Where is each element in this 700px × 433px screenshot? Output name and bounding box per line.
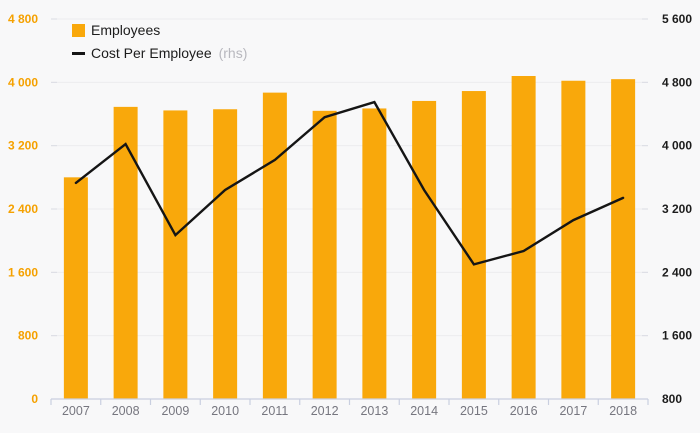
line-swatch-icon (72, 51, 85, 55)
right-axis-tick-label: 800 (662, 392, 682, 406)
x-axis-label-2013: 2013 (360, 404, 388, 418)
right-axis-tick-label: 5 600 (662, 12, 692, 26)
legend-rhs-suffix: (rhs) (218, 45, 248, 61)
employees-bar-2007 (63, 177, 88, 399)
left-axis-tick-label: 4 000 (8, 75, 38, 89)
right-axis-tick-label: 2 400 (662, 265, 692, 279)
x-axis-label-2010: 2010 (211, 404, 239, 418)
x-axis-label-2007: 2007 (62, 404, 90, 418)
left-axis-tick-label: 4 800 (8, 12, 38, 26)
cost-per-employee-line (74, 100, 625, 266)
employees-bar-2012 (312, 110, 337, 399)
employees-bar-2016 (511, 76, 536, 399)
x-axis-label-2009: 2009 (161, 404, 189, 418)
employees-bar-2018 (611, 79, 636, 400)
employees-bar-2017 (561, 80, 586, 399)
employees-bar-2011 (262, 92, 287, 399)
left-axis-tick-label: 2 400 (8, 202, 38, 216)
x-axis-label-2011: 2011 (261, 404, 288, 418)
right-axis-tick-label: 4 800 (662, 75, 692, 89)
right-axis-tick-label: 1 600 (662, 329, 692, 343)
x-axis-label-2017: 2017 (559, 404, 587, 418)
x-axis-label-2016: 2016 (510, 404, 538, 418)
employees-bar-2008 (113, 106, 138, 399)
right-axis-tick-label: 3 200 (662, 202, 692, 216)
x-axis-label-2018: 2018 (609, 404, 637, 418)
left-axis-tick-label: 3 200 (8, 139, 38, 153)
employees-swatch-icon (72, 23, 85, 37)
right-axis-tick-label: 4 000 (662, 139, 692, 153)
left-axis-tick-label: 800 (18, 329, 38, 343)
legend-label-cost-per-employee: Cost Per Employee (91, 45, 212, 61)
x-axis-label-2012: 2012 (311, 404, 339, 418)
employees-bar-2010 (213, 109, 238, 399)
employees-bar-2014 (412, 100, 437, 399)
legend-item-employees: Employees (72, 22, 247, 38)
x-axis-label-2014: 2014 (410, 404, 438, 418)
legend-item-cost-per-employee: Cost Per Employee (rhs) (72, 45, 247, 61)
x-axis-label-2015: 2015 (460, 404, 488, 418)
x-axis-label-2008: 2008 (112, 404, 140, 418)
employees-bar-2015 (461, 91, 486, 400)
employees-bar-2013 (362, 108, 387, 399)
left-axis-tick-label: 1 600 (8, 265, 38, 279)
employees-bar-2009 (163, 110, 188, 399)
legend-label-employees: Employees (91, 22, 161, 38)
left-axis-tick-label: 0 (31, 392, 38, 406)
legend: Employees Cost Per Employee (rhs) (72, 22, 247, 61)
